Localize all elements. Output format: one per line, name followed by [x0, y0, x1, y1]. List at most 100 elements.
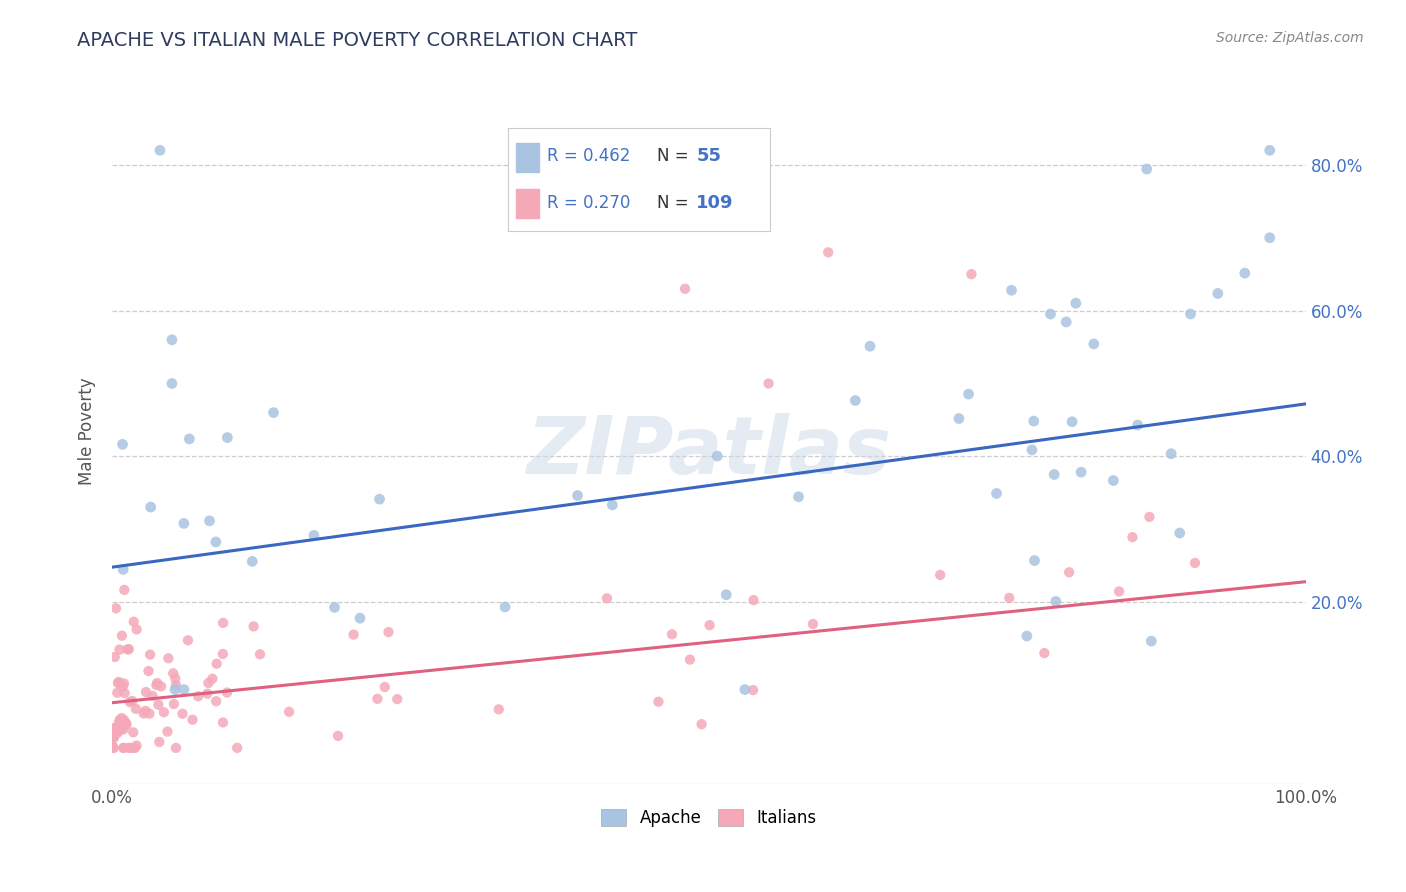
Point [138, 706, 160, 721]
Point [742, 683, 765, 698]
Point [112, 676, 135, 690]
Point [139, 648, 162, 662]
Point [110, 721, 132, 735]
Point [801, 617, 824, 632]
Point [148, 698, 170, 712]
Point [125, 739, 148, 753]
Point [173, 516, 195, 531]
Point [114, 686, 136, 700]
Point [377, 625, 399, 640]
Point [742, 593, 765, 607]
Point [153, 705, 176, 719]
Point [1000, 283, 1022, 297]
Bar [516, 143, 540, 172]
Point [172, 706, 194, 721]
Point [758, 376, 780, 391]
Point [1021, 442, 1043, 457]
Point [122, 615, 145, 629]
Point [107, 726, 129, 740]
Point [118, 740, 141, 755]
Point [181, 713, 204, 727]
Point [165, 678, 187, 692]
Point [201, 672, 224, 686]
Text: N =: N = [657, 147, 689, 166]
Point [567, 488, 589, 502]
Point [1258, 144, 1281, 158]
Point [1121, 530, 1143, 544]
Point [104, 650, 127, 665]
Point [179, 432, 201, 446]
Point [162, 666, 184, 681]
Point [1184, 556, 1206, 570]
Point [112, 582, 135, 597]
Point [1054, 315, 1077, 329]
Point [1039, 307, 1062, 321]
Point [108, 713, 131, 727]
Point [117, 642, 139, 657]
Point [212, 715, 235, 730]
Point [263, 406, 285, 420]
Point [716, 588, 738, 602]
Point [139, 500, 162, 514]
Text: 55: 55 [696, 147, 721, 166]
Point [215, 685, 238, 699]
Point [145, 678, 167, 692]
Point [138, 664, 160, 678]
Point [115, 716, 138, 731]
Point [101, 739, 124, 754]
Point [160, 333, 183, 347]
Point [110, 711, 132, 725]
Point [111, 437, 134, 451]
Point [734, 682, 756, 697]
Point [1070, 465, 1092, 479]
Point [101, 740, 124, 755]
Point [1024, 553, 1046, 567]
Point [1015, 629, 1038, 643]
Point [1022, 414, 1045, 428]
Point [107, 676, 129, 690]
Point [368, 492, 391, 507]
Text: N =: N = [657, 194, 689, 212]
Point [1126, 417, 1149, 432]
Point [1168, 526, 1191, 541]
Point [104, 601, 127, 615]
Text: ZIPatlas: ZIPatlas [526, 413, 891, 491]
Point [859, 339, 882, 353]
Point [107, 675, 129, 690]
Point [212, 615, 235, 630]
Point [1140, 634, 1163, 648]
Point [110, 723, 132, 737]
Point [163, 682, 186, 697]
Point [160, 376, 183, 391]
Point [205, 694, 228, 708]
Point [986, 486, 1008, 500]
Point [177, 633, 200, 648]
Point [1233, 266, 1256, 280]
Bar [516, 189, 540, 219]
Point [948, 411, 970, 425]
Point [197, 687, 219, 701]
Point [108, 642, 131, 657]
Point [690, 717, 713, 731]
Point [165, 672, 187, 686]
Point [211, 647, 233, 661]
Point [141, 689, 163, 703]
Point [173, 682, 195, 697]
Point [342, 627, 364, 641]
Point [1033, 646, 1056, 660]
Point [374, 680, 396, 694]
Point [124, 740, 146, 755]
Point [121, 694, 143, 708]
Point [122, 725, 145, 739]
Point [1057, 566, 1080, 580]
Point [187, 690, 209, 704]
Point [1045, 594, 1067, 608]
Point [135, 685, 157, 699]
Point [929, 568, 952, 582]
Point [326, 729, 349, 743]
Point [706, 449, 728, 463]
Point [1139, 509, 1161, 524]
Point [844, 393, 866, 408]
Text: APACHE VS ITALIAN MALE POVERTY CORRELATION CHART: APACHE VS ITALIAN MALE POVERTY CORRELATI… [77, 31, 638, 50]
Point [112, 713, 135, 727]
